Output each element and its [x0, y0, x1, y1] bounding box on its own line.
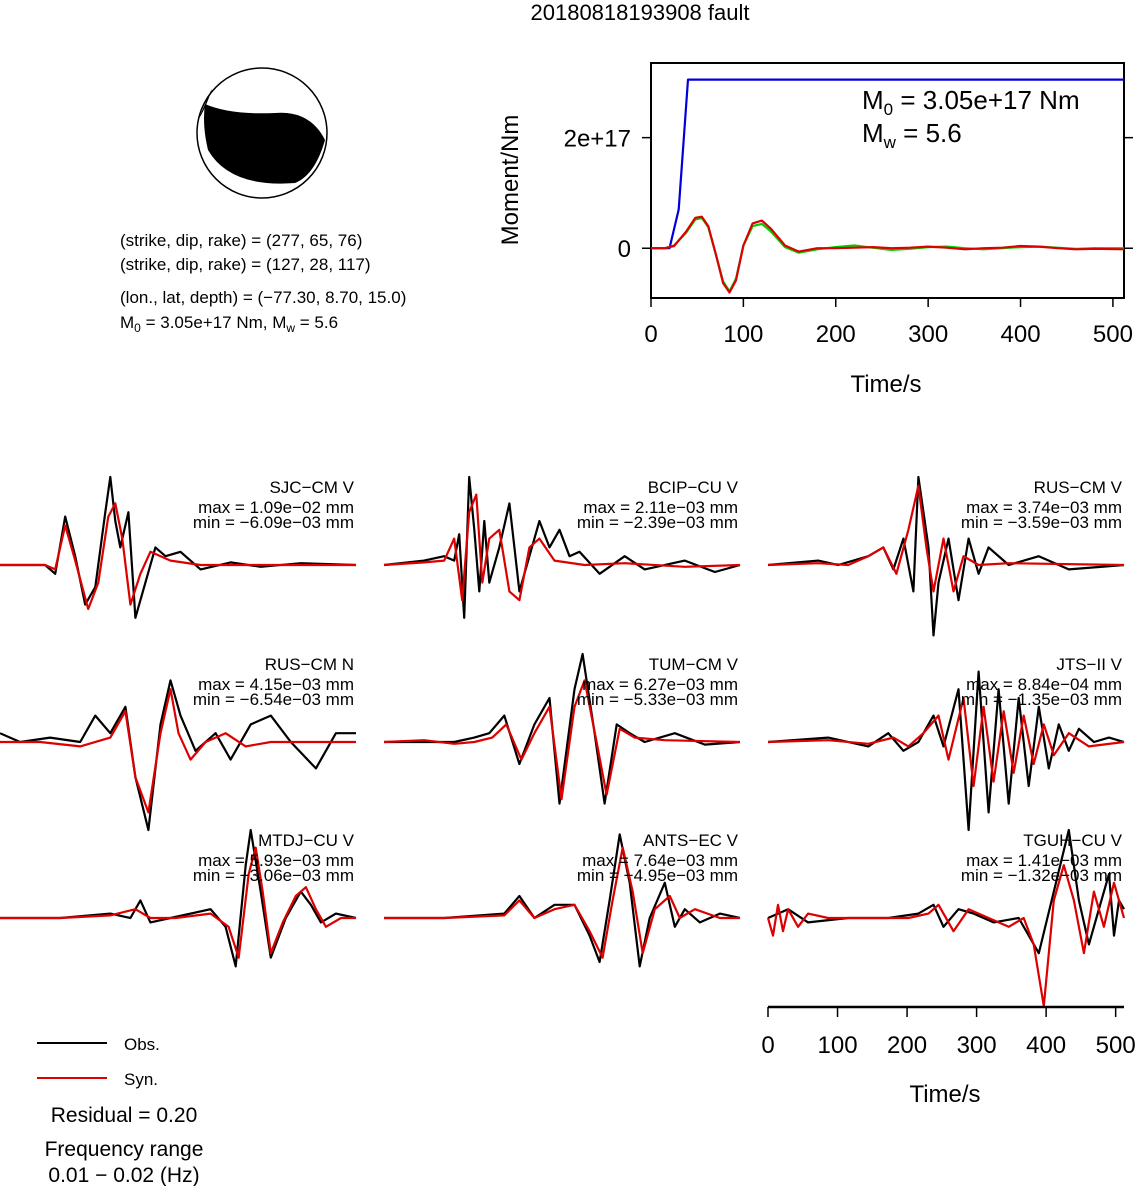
station-min: min = −1.35e−03 mm: [961, 690, 1122, 709]
station-max: max = 6.27e−03 mm: [582, 675, 738, 694]
station-trace-obs: [384, 833, 741, 968]
legend: Obs. Syn.: [37, 1035, 160, 1089]
waveform-xlabel: Time/s: [909, 1081, 980, 1108]
moment-xtick-label: 200: [816, 321, 856, 348]
station-name: MTDJ−CU V: [258, 831, 355, 850]
station-name: ANTS−EC V: [643, 831, 739, 850]
station-min: min = −1.32e−03 mm: [961, 866, 1122, 885]
station-trace-obs: [767, 670, 1125, 832]
station-max: max = 2.11e−03 mm: [583, 498, 738, 517]
moment-text: M0 = 3.05e+17 Nm, Mw = 5.6: [120, 313, 338, 335]
legend-obs-label: Obs.: [124, 1035, 160, 1054]
station-max: max = 1.41e−03 mm: [966, 851, 1122, 870]
station-min: min = −4.95e−03 mm: [577, 866, 738, 885]
moment-ytick-label: 0: [618, 236, 631, 263]
moment-plot-frame: [650, 62, 1125, 299]
legend-syn-label: Syn.: [124, 1070, 158, 1089]
location-text: (lon., lat, depth) = (−77.30, 8.70, 15.0…: [120, 288, 406, 307]
waveform-time-axis: Time/s 0 100 200 300 400 500: [761, 1005, 1136, 1108]
waveform-xtick-label: 400: [1026, 1032, 1066, 1059]
moment-xtick-label: 0: [644, 321, 657, 348]
waveform-xtick-label: 300: [957, 1032, 997, 1059]
station-trace-syn: [766, 864, 1126, 1008]
station-min: min = −5.33e−03 mm: [577, 690, 738, 709]
moment-annotation-mw: Mw = 5.6: [862, 118, 962, 152]
station-name: TGUH−CU V: [1023, 831, 1122, 850]
station-max: max = 8.84e−04 mm: [966, 675, 1122, 694]
station-min: min = −6.09e−03 mm: [193, 513, 354, 532]
station-max: max = 7.64e−03 mm: [582, 851, 738, 870]
moment-xtick-label: 100: [723, 321, 763, 348]
waveform-xtick-label: 200: [887, 1032, 927, 1059]
station-trace-syn: [383, 493, 741, 602]
station-trace-syn: [383, 679, 741, 801]
station-min: min = −2.39e−03 mm: [577, 513, 738, 532]
moment-ytick-label: 2e+17: [564, 126, 631, 153]
moment-xtick-label: 500: [1093, 321, 1133, 348]
frequency-range: 0.01 − 0.02 (Hz): [48, 1164, 199, 1186]
moment-ylabel: Moment/Nm: [497, 115, 524, 246]
station-name: BCIP−CU V: [648, 478, 739, 497]
moment-annotation-m0: M0 = 3.05e+17 Nm: [862, 85, 1080, 119]
station-trace-obs: [383, 475, 741, 619]
station-name: RUS−CM V: [1034, 478, 1123, 497]
station-trace-syn: [767, 696, 1125, 788]
waveform-xtick-label: 500: [1096, 1032, 1136, 1059]
nodal-plane-1: (strike, dip, rake) = (277, 65, 76): [120, 231, 362, 250]
station-name: SJC−CM V: [269, 478, 354, 497]
nodal-plane-2: (strike, dip, rake) = (127, 28, 117): [120, 255, 371, 274]
station-name: JTS−II V: [1056, 655, 1122, 674]
station-max: max = 5.93e−03 mm: [198, 851, 354, 870]
waveform-xtick-label: 0: [761, 1032, 774, 1059]
frequency-title: Frequency range: [45, 1138, 204, 1161]
station-trace-syn: [384, 846, 740, 959]
moment-xtick-label: 300: [908, 321, 948, 348]
station-trace-syn: [0, 846, 356, 959]
station-max: max = 4.15e−03 mm: [198, 675, 354, 694]
station-trace-syn: [0, 688, 356, 814]
station-max: max = 3.74e−03 mm: [966, 498, 1122, 517]
station-name: TUM−CM V: [649, 655, 739, 674]
beachball-diagram: [196, 67, 328, 199]
station-min: min = −3.06e−03 mm: [193, 866, 354, 885]
figure-title: 20180818193908 fault: [531, 0, 750, 25]
moment-plot: Moment/Nm Time/s M0 = 3.05e+17 Nm Mw = 5…: [497, 62, 1133, 398]
station-trace-obs: [384, 652, 741, 805]
station-name: RUS−CM N: [265, 655, 354, 674]
residual-text: Residual = 0.20: [51, 1104, 198, 1127]
waveform-xtick-label: 100: [818, 1032, 858, 1059]
station-trace-obs: [0, 679, 356, 832]
moment-xtick-label: 400: [1001, 321, 1041, 348]
station-min: min = −3.59e−03 mm: [961, 513, 1122, 532]
moment-xlabel: Time/s: [850, 371, 921, 398]
station-max: max = 1.09e−02 mm: [198, 498, 354, 517]
station-min: min = −6.54e−03 mm: [193, 690, 354, 709]
moment-series-rate-syn: [651, 215, 1125, 294]
station-trace-syn: [0, 502, 356, 611]
station-trace-obs: [0, 828, 357, 968]
station-trace-syn: [767, 484, 1125, 593]
